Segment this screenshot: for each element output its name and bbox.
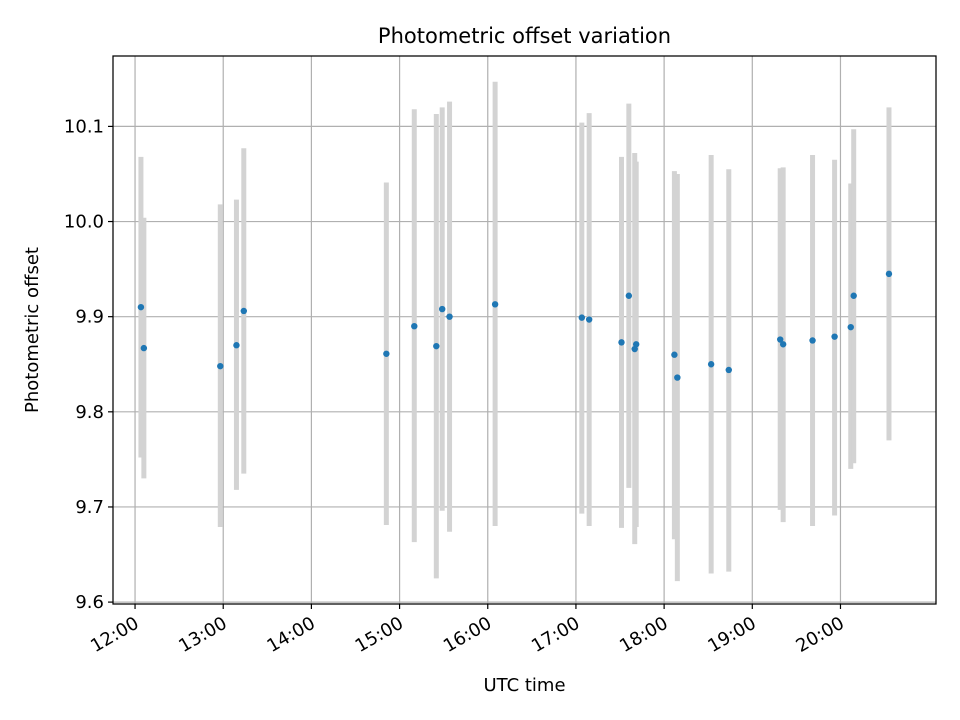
data-points: [137, 270, 893, 381]
data-point: [233, 342, 240, 349]
data-point: [777, 336, 784, 343]
data-point: [625, 292, 633, 299]
data-point: [383, 350, 390, 357]
y-axis-title: Photometric offset: [22, 247, 43, 413]
data-point: [217, 362, 224, 370]
data-point: [674, 374, 681, 381]
data-point: [847, 323, 854, 331]
data-point: [491, 301, 499, 308]
data-point: [411, 322, 418, 330]
data-point: [137, 303, 145, 311]
data-point: [850, 292, 857, 299]
y-tick-label: 10.1: [64, 116, 104, 137]
y-tick-label: 9.9: [75, 307, 104, 328]
data-point: [140, 344, 148, 352]
y-tick-label: 10.0: [64, 212, 104, 233]
data-point: [707, 361, 715, 368]
y-axis-ticks: 9.6 9.7 9.8 9.9 10.0 10.1: [64, 116, 113, 613]
chart-title: Photometric offset variation: [378, 24, 671, 48]
y-tick-label: 9.6: [75, 592, 104, 613]
x-axis-title: UTC time: [483, 675, 565, 696]
plot-frame: [112, 55, 937, 605]
y-tick-label: 9.8: [75, 402, 104, 423]
data-point: [632, 341, 640, 348]
data-point: [671, 351, 678, 358]
data-point: [439, 305, 446, 313]
data-point: [240, 307, 247, 315]
data-point: [618, 339, 625, 346]
grid-lines: [113, 56, 936, 604]
data-point: [831, 333, 838, 340]
data-point: [578, 314, 586, 321]
data-point: [779, 341, 787, 348]
data-point: [809, 337, 816, 344]
data-point: [885, 270, 893, 278]
data-point: [725, 366, 732, 374]
y-tick-label: 9.7: [75, 497, 104, 518]
data-point: [433, 342, 440, 350]
data-point: [585, 316, 593, 323]
data-point: [446, 313, 453, 320]
